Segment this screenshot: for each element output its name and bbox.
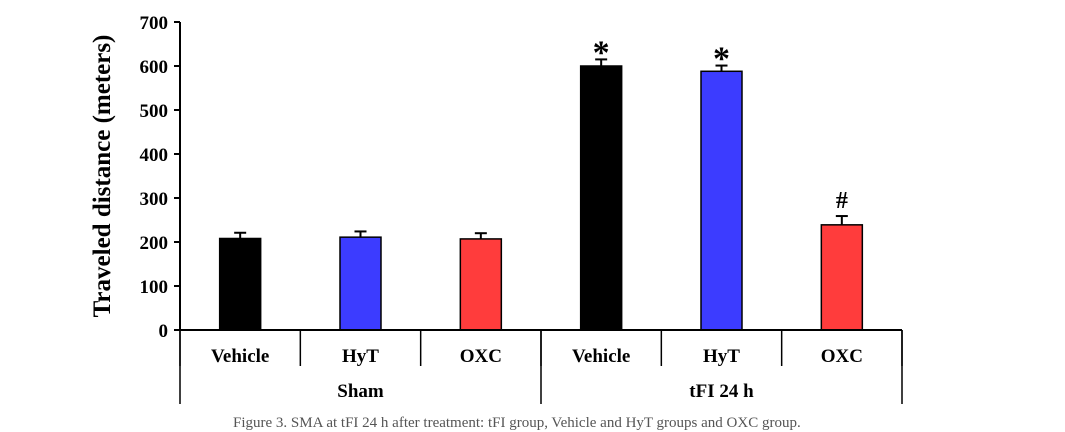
y-axis-label: Traveled distance (meters) xyxy=(89,35,116,318)
y-axis: 0 100 200 300 400 500 600 700 xyxy=(140,13,181,342)
y-tick-label: 700 xyxy=(140,13,169,34)
x-tick-label: OXC xyxy=(821,346,863,367)
x-tick-label: HyT xyxy=(342,346,379,367)
bar-series: * * # xyxy=(218,34,864,331)
figure-caption: Figure 3. SMA at tFI 24 h after treatmen… xyxy=(233,415,801,431)
y-tick-label: 0 xyxy=(159,321,169,342)
bar xyxy=(579,65,623,331)
y-tick-label: 200 xyxy=(140,233,169,254)
significance-marker: * xyxy=(593,34,610,71)
x-tick-label: Vehicle xyxy=(211,346,269,367)
x-tick-label: HyT xyxy=(703,346,740,367)
y-tick-label: 600 xyxy=(140,57,169,78)
bar xyxy=(459,238,503,331)
significance-marker: * xyxy=(713,41,730,78)
y-tick-label: 400 xyxy=(140,145,169,166)
bar xyxy=(820,224,864,331)
x-tick-label: OXC xyxy=(460,346,502,367)
bar xyxy=(700,70,743,331)
x-group-label: Sham xyxy=(337,381,384,402)
significance-marker: # xyxy=(836,188,848,214)
x-axis: Vehicle HyT OXC Vehicle HyT OXC Sham tFI 24 h xyxy=(179,329,903,404)
x-tick-label: Vehicle xyxy=(572,346,630,367)
chart: 0 100 200 300 400 500 600 700 * * # Vehicle HyT OXC… xyxy=(89,13,903,404)
y-tick-label: 500 xyxy=(140,101,169,122)
bar xyxy=(339,236,382,331)
x-group-label: tFI 24 h xyxy=(689,381,754,402)
y-tick-label: 300 xyxy=(140,189,169,210)
y-tick-label: 100 xyxy=(140,277,169,298)
bar xyxy=(218,237,262,331)
